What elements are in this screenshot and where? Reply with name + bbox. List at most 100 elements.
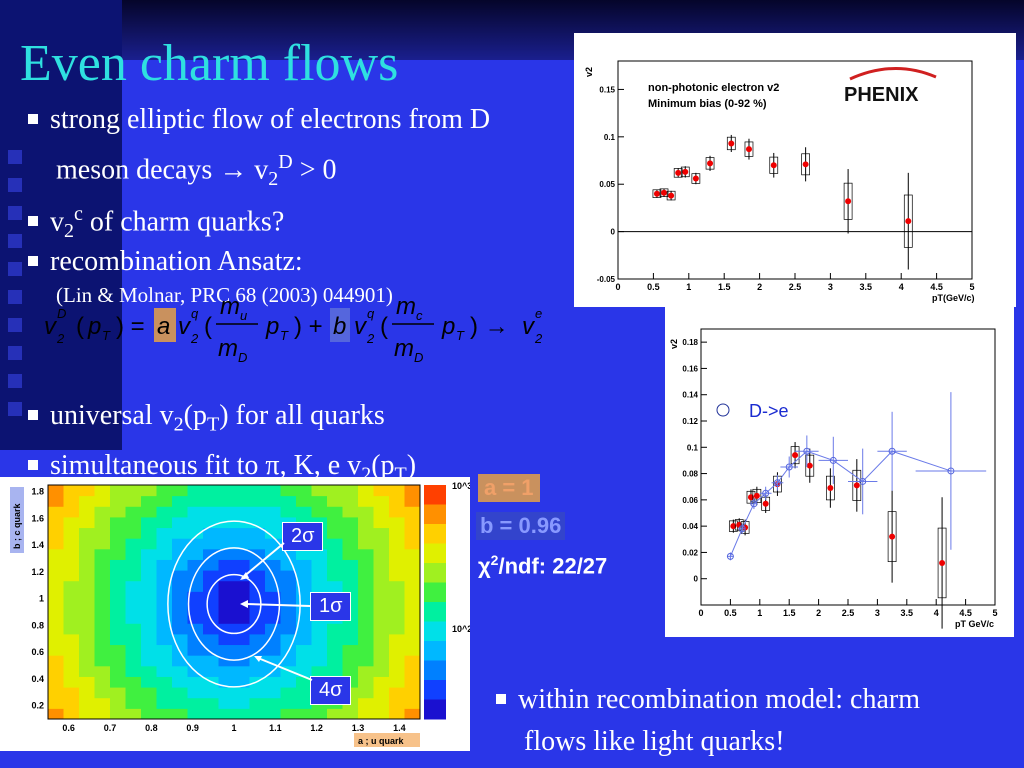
- heatmap-cell: [79, 655, 95, 667]
- color-scale-cell: [424, 504, 446, 525]
- heatmap-cell: [156, 570, 173, 582]
- x-tick-label: 1.4: [393, 723, 406, 733]
- heatmap-cell: [110, 570, 126, 582]
- heatmap-cell: [141, 570, 157, 582]
- x-tick-label: 2: [816, 608, 821, 618]
- x-tick-label: 0.5: [724, 608, 737, 618]
- heatmap-cell: [218, 516, 235, 529]
- heatmap-cell: [404, 655, 421, 667]
- heatmap-cell: [63, 527, 80, 539]
- heatmap-cell: [172, 485, 188, 497]
- heatmap-cell: [156, 612, 173, 624]
- data-point: [806, 462, 813, 469]
- heatmap-cell: [203, 548, 219, 560]
- heatmap-cell: [187, 676, 204, 688]
- heatmap-cell: [358, 548, 374, 560]
- heatmap-cell: [172, 665, 188, 677]
- z-tick-label: 10^3: [452, 481, 470, 491]
- heatmap-cell: [94, 697, 111, 709]
- bullet-recombination: recombination Ansatz:: [28, 242, 303, 282]
- bullet-conclusion-line2: flows like light quarks!: [524, 726, 785, 757]
- systematic-bracket: [744, 141, 754, 157]
- heatmap-cell: [94, 538, 111, 550]
- heatmap-cell: [327, 495, 343, 507]
- heatmap-cell: [110, 485, 126, 497]
- heatmap-cell: [342, 655, 359, 667]
- heatmap-cell: [389, 697, 405, 709]
- heatmap-cell: [203, 559, 219, 571]
- heatmap-cell: [218, 708, 235, 720]
- heatmap-cell: [203, 516, 219, 529]
- heatmap-cell: [234, 687, 250, 699]
- heatmap-cell: [249, 708, 266, 720]
- heatmap-cell: [187, 623, 204, 635]
- heatmap-cell: [265, 591, 281, 603]
- heatmap-cell: [280, 485, 297, 497]
- heatmap-cell: [296, 644, 312, 656]
- x-tick-label: 0: [615, 282, 620, 292]
- heatmap-cell: [296, 570, 312, 582]
- y-tick-label: 0.4: [31, 674, 44, 684]
- heatmap-cell: [125, 623, 142, 635]
- heatmap-cell: [172, 527, 188, 539]
- x-tick-label: 4: [899, 282, 904, 292]
- heatmap-cell: [203, 485, 219, 497]
- heatmap-cell: [48, 602, 64, 614]
- x-tick-label: 1.5: [718, 282, 731, 292]
- heatmap-cell: [187, 708, 204, 720]
- color-scale-cell: [424, 524, 446, 544]
- heatmap-cell: [404, 612, 421, 624]
- heatmap-cell: [342, 506, 359, 518]
- bullet-text: within recombination model: charm: [518, 684, 921, 715]
- bullet-universal-v2: universal v2(pT) for all quarks: [28, 396, 385, 445]
- heatmap-cell: [110, 516, 126, 529]
- x-tick-label: 1.3: [352, 723, 365, 733]
- heatmap-cell: [125, 548, 142, 560]
- heatmap-cell: [172, 580, 188, 592]
- svg-text:T: T: [280, 328, 289, 343]
- heatmap-cell: [358, 580, 374, 592]
- fit-param-a: a = 1: [478, 474, 540, 502]
- heatmap-cell: [48, 516, 64, 529]
- x-tick-label: 3.5: [860, 282, 873, 292]
- heatmap-cell: [358, 612, 374, 624]
- heatmap-cell: [79, 612, 95, 624]
- heatmap-cell: [94, 506, 111, 518]
- heatmap-cell: [234, 527, 250, 539]
- data-point: [668, 192, 675, 199]
- heatmap-cell: [249, 548, 266, 560]
- data-point: [802, 161, 809, 168]
- heatmap-cell: [296, 506, 312, 518]
- heatmap-cell: [389, 623, 405, 635]
- d-to-e-point: [750, 500, 758, 508]
- color-scale-cell: [424, 563, 446, 583]
- heatmap-cell: [265, 612, 281, 624]
- data-point: [747, 494, 754, 501]
- heatmap-cell: [156, 495, 173, 507]
- heatmap-cell: [234, 655, 250, 667]
- heatmap-cell: [48, 580, 64, 592]
- heatmap-cell: [48, 591, 64, 603]
- systematic-bracket: [680, 166, 690, 178]
- data-point: [939, 559, 946, 566]
- systematic-bracket: [673, 168, 683, 178]
- systematic-bracket: [705, 157, 715, 170]
- data-point: [753, 492, 760, 499]
- heatmap-cell: [94, 580, 111, 592]
- color-scale-cell: [424, 680, 446, 700]
- heatmap-cell: [187, 538, 204, 550]
- data-point: [827, 485, 834, 492]
- heatmap-cell: [218, 591, 235, 603]
- heatmap-cell: [48, 633, 64, 646]
- heatmap-cell: [125, 485, 142, 497]
- heatmap-cell: [311, 485, 328, 497]
- heatmap-cell: [141, 612, 157, 624]
- heatmap-cell: [296, 612, 312, 624]
- svg-text:v: v: [44, 313, 58, 340]
- heatmap-cell: [327, 570, 343, 582]
- y-tick-label: 0.8: [31, 620, 44, 630]
- heatmap-cell: [79, 538, 95, 550]
- heatmap-cell: [125, 495, 142, 507]
- heatmap-cell: [311, 548, 328, 560]
- heatmap-cell: [79, 633, 95, 646]
